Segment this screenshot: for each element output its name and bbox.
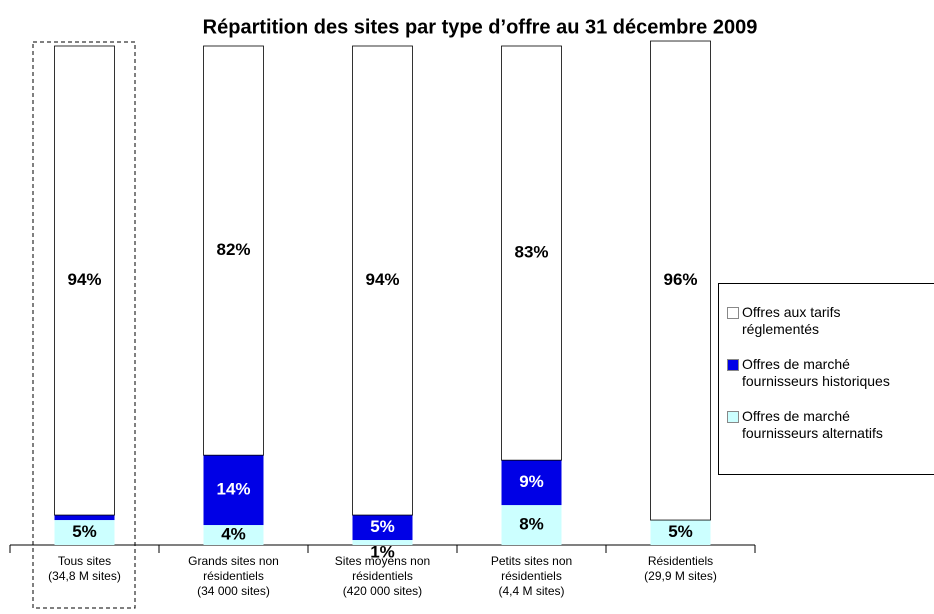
legend-item: Offres de marché fournisseurs historique… (727, 356, 934, 390)
legend-label: Offres de marché fournisseurs alternatif… (742, 408, 883, 441)
bar-segment (352, 540, 413, 545)
legend-swatch (727, 307, 739, 319)
legend-item: Offres de marché fournisseurs alternatif… (727, 408, 934, 442)
value-label: 8% (519, 515, 544, 534)
value-label: 94% (365, 270, 399, 289)
value-label: 82% (216, 240, 250, 259)
value-label: 5% (72, 522, 97, 541)
x-tick-label-line: (29,9 M sites) (644, 569, 717, 583)
value-label: 83% (514, 243, 548, 262)
x-tick-label-line: résidentiels (501, 569, 562, 583)
highlight-box (32, 41, 136, 609)
legend-swatch (727, 411, 739, 423)
bar-segment (501, 505, 562, 545)
bar-segment (203, 45, 264, 456)
value-label: 14% (216, 480, 250, 499)
x-tick-label-line: (4,4 M sites) (498, 584, 564, 598)
legend-item: Offres aux tarifs réglementés (727, 304, 934, 338)
x-tick-label-line: Sites moyens non (335, 554, 430, 568)
value-label: 1% (370, 542, 395, 561)
legend-label: Offres de marché fournisseurs historique… (742, 356, 890, 389)
bar-segment (54, 45, 115, 516)
bar-segment (650, 520, 711, 545)
bar-segment (352, 515, 413, 541)
value-label: 5% (370, 517, 395, 536)
x-tick-label-line: (34,8 M sites) (48, 569, 121, 583)
legend-swatch (727, 359, 739, 371)
bar-segment (54, 515, 115, 521)
x-tick-label: Tous sites (34,8 M sites) (48, 554, 121, 583)
x-tick-label-line: (34 000 sites) (197, 584, 270, 598)
bar-segment (501, 460, 562, 506)
bar-segment (352, 45, 413, 516)
x-tick-label-line: résidentiels (352, 569, 413, 583)
value-label: 94% (67, 270, 101, 289)
x-tick-label-line: Tous sites (58, 554, 111, 568)
x-tick-label: Sites moyens non résidentiels (420 000 sit… (335, 554, 430, 598)
x-tick-label-line: Grands sites non (188, 554, 279, 568)
value-label: 4% (221, 525, 246, 544)
legend-label: Offres aux tarifs réglementés (742, 304, 841, 337)
chart-title: Répartition des sites par type d’offre a… (203, 16, 758, 38)
x-tick-label-line: (420 000 sites) (343, 584, 422, 598)
x-tick-label-line: Petits sites non (491, 554, 572, 568)
value-label: 9% (519, 472, 544, 491)
legend: Offres aux tarifs réglementés Offres de m… (718, 283, 934, 475)
bar-segment (54, 520, 115, 545)
value-label: 5% (668, 522, 693, 541)
x-tick-label: Petits sites non résidentiels (4,4 M sites… (491, 554, 572, 598)
bar-segment (203, 455, 264, 526)
x-tick-label-line: résidentiels (203, 569, 264, 583)
x-tick-label: Grands sites non résidentiels (34 000 site… (188, 554, 279, 598)
value-label: 96% (663, 270, 697, 289)
bar-segment (501, 45, 562, 461)
bar-segment (203, 525, 264, 545)
x-tick-label: Résidentiels (29,9 M sites) (644, 554, 717, 583)
bar-segment (650, 40, 711, 521)
x-tick-label-line: Résidentiels (648, 554, 713, 568)
